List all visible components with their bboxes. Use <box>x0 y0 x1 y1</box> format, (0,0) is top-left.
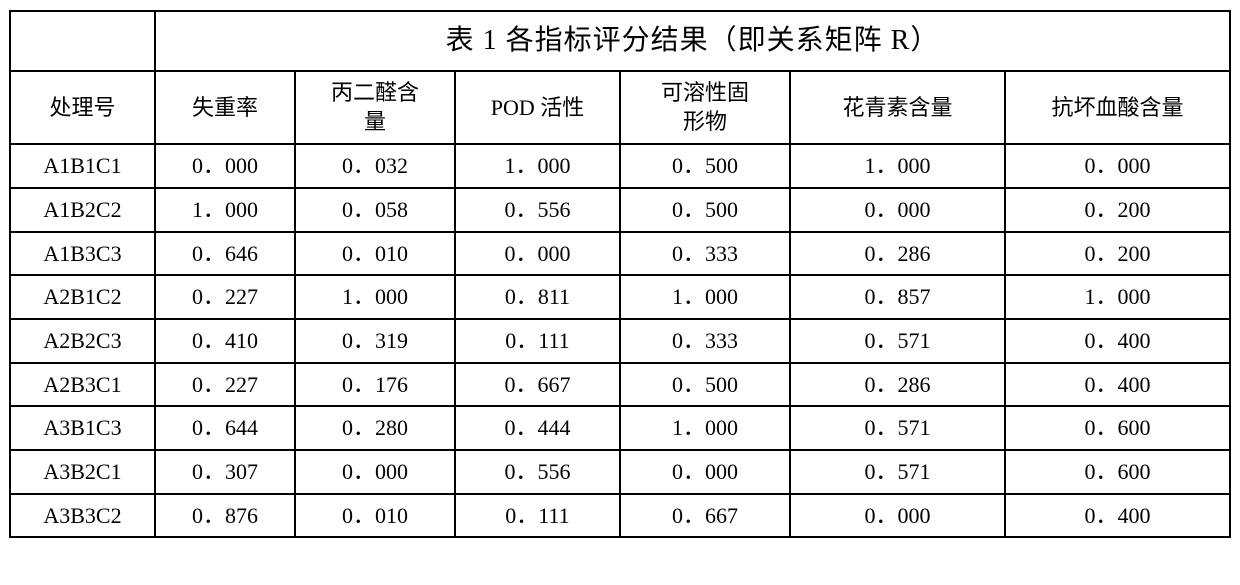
col-header-3: POD 活性 <box>455 71 620 144</box>
cell-value: 0．500 <box>620 144 790 188</box>
cell-value: 0．811 <box>455 275 620 319</box>
col-header-6: 抗坏血酸含量 <box>1005 71 1230 144</box>
row-id: A1B3C3 <box>10 232 155 276</box>
cell-value: 0．000 <box>790 188 1005 232</box>
cell-value: 0．032 <box>295 144 455 188</box>
row-id: A2B1C2 <box>10 275 155 319</box>
cell-value: 0．176 <box>295 363 455 407</box>
cell-value: 0．646 <box>155 232 295 276</box>
cell-value: 0．010 <box>295 232 455 276</box>
cell-value: 0．876 <box>155 494 295 538</box>
row-id: A3B2C1 <box>10 450 155 494</box>
cell-value: 0．500 <box>620 363 790 407</box>
cell-value: 0．000 <box>1005 144 1230 188</box>
cell-value: 0．571 <box>790 406 1005 450</box>
cell-value: 0．400 <box>1005 363 1230 407</box>
cell-value: 0．400 <box>1005 319 1230 363</box>
cell-value: 0．644 <box>155 406 295 450</box>
col-header-5: 花青素含量 <box>790 71 1005 144</box>
table-row: A3B3C2 0．876 0．010 0．111 0．667 0．000 0．4… <box>10 494 1230 538</box>
cell-value: 0．319 <box>295 319 455 363</box>
cell-value: 1．000 <box>620 275 790 319</box>
cell-value: 0．200 <box>1005 188 1230 232</box>
row-id: A3B3C2 <box>10 494 155 538</box>
cell-value: 0．227 <box>155 275 295 319</box>
cell-value: 0．111 <box>455 494 620 538</box>
cell-value: 0．410 <box>155 319 295 363</box>
cell-value: 0．000 <box>455 232 620 276</box>
cell-value: 0．667 <box>620 494 790 538</box>
cell-value: 0．000 <box>620 450 790 494</box>
cell-value: 0．571 <box>790 450 1005 494</box>
row-id: A1B2C2 <box>10 188 155 232</box>
table-row: A2B3C1 0．227 0．176 0．667 0．500 0．286 0．4… <box>10 363 1230 407</box>
table-row: A3B2C1 0．307 0．000 0．556 0．000 0．571 0．6… <box>10 450 1230 494</box>
cell-value: 0．280 <box>295 406 455 450</box>
cell-value: 0．058 <box>295 188 455 232</box>
cell-value: 1．000 <box>295 275 455 319</box>
cell-value: 1．000 <box>155 188 295 232</box>
header-row: 处理号 失重率 丙二醛含量 POD 活性 可溶性固形物 花青素含量 抗坏血酸含量 <box>10 71 1230 144</box>
cell-value: 1．000 <box>620 406 790 450</box>
table-row: A2B1C2 0．227 1．000 0．811 1．000 0．857 1．0… <box>10 275 1230 319</box>
cell-value: 0．111 <box>455 319 620 363</box>
col-header-2: 丙二醛含量 <box>295 71 455 144</box>
cell-value: 0．667 <box>455 363 620 407</box>
cell-value: 0．286 <box>790 363 1005 407</box>
cell-value: 1．000 <box>1005 275 1230 319</box>
row-id: A2B3C1 <box>10 363 155 407</box>
cell-value: 0．200 <box>1005 232 1230 276</box>
cell-value: 1．000 <box>790 144 1005 188</box>
cell-value: 0．400 <box>1005 494 1230 538</box>
cell-value: 0．571 <box>790 319 1005 363</box>
cell-value: 0．010 <box>295 494 455 538</box>
corner-blank-cell <box>10 11 155 71</box>
row-id: A3B1C3 <box>10 406 155 450</box>
cell-value: 0．000 <box>155 144 295 188</box>
cell-value: 0．556 <box>455 188 620 232</box>
col-header-1: 失重率 <box>155 71 295 144</box>
cell-value: 0．307 <box>155 450 295 494</box>
cell-value: 0．227 <box>155 363 295 407</box>
cell-value: 0．600 <box>1005 450 1230 494</box>
title-row: 表 1 各指标评分结果（即关系矩阵 R） <box>10 11 1230 71</box>
table-row: A1B3C3 0．646 0．010 0．000 0．333 0．286 0．2… <box>10 232 1230 276</box>
score-matrix-table: 表 1 各指标评分结果（即关系矩阵 R） 处理号 失重率 丙二醛含量 POD 活… <box>9 10 1231 538</box>
col-header-0: 处理号 <box>10 71 155 144</box>
row-id: A2B2C3 <box>10 319 155 363</box>
cell-value: 0．857 <box>790 275 1005 319</box>
cell-value: 0．500 <box>620 188 790 232</box>
table-row: A3B1C3 0．644 0．280 0．444 1．000 0．571 0．6… <box>10 406 1230 450</box>
cell-value: 0．444 <box>455 406 620 450</box>
cell-value: 1．000 <box>455 144 620 188</box>
cell-value: 0．556 <box>455 450 620 494</box>
row-id: A1B1C1 <box>10 144 155 188</box>
cell-value: 0．000 <box>790 494 1005 538</box>
cell-value: 0．333 <box>620 319 790 363</box>
cell-value: 0．000 <box>295 450 455 494</box>
table-row: A2B2C3 0．410 0．319 0．111 0．333 0．571 0．4… <box>10 319 1230 363</box>
table-title: 表 1 各指标评分结果（即关系矩阵 R） <box>155 11 1230 71</box>
table-row: A1B1C1 0．000 0．032 1．000 0．500 1．000 0．0… <box>10 144 1230 188</box>
cell-value: 0．333 <box>620 232 790 276</box>
table-row: A1B2C2 1．000 0．058 0．556 0．500 0．000 0．2… <box>10 188 1230 232</box>
cell-value: 0．600 <box>1005 406 1230 450</box>
cell-value: 0．286 <box>790 232 1005 276</box>
col-header-4: 可溶性固形物 <box>620 71 790 144</box>
